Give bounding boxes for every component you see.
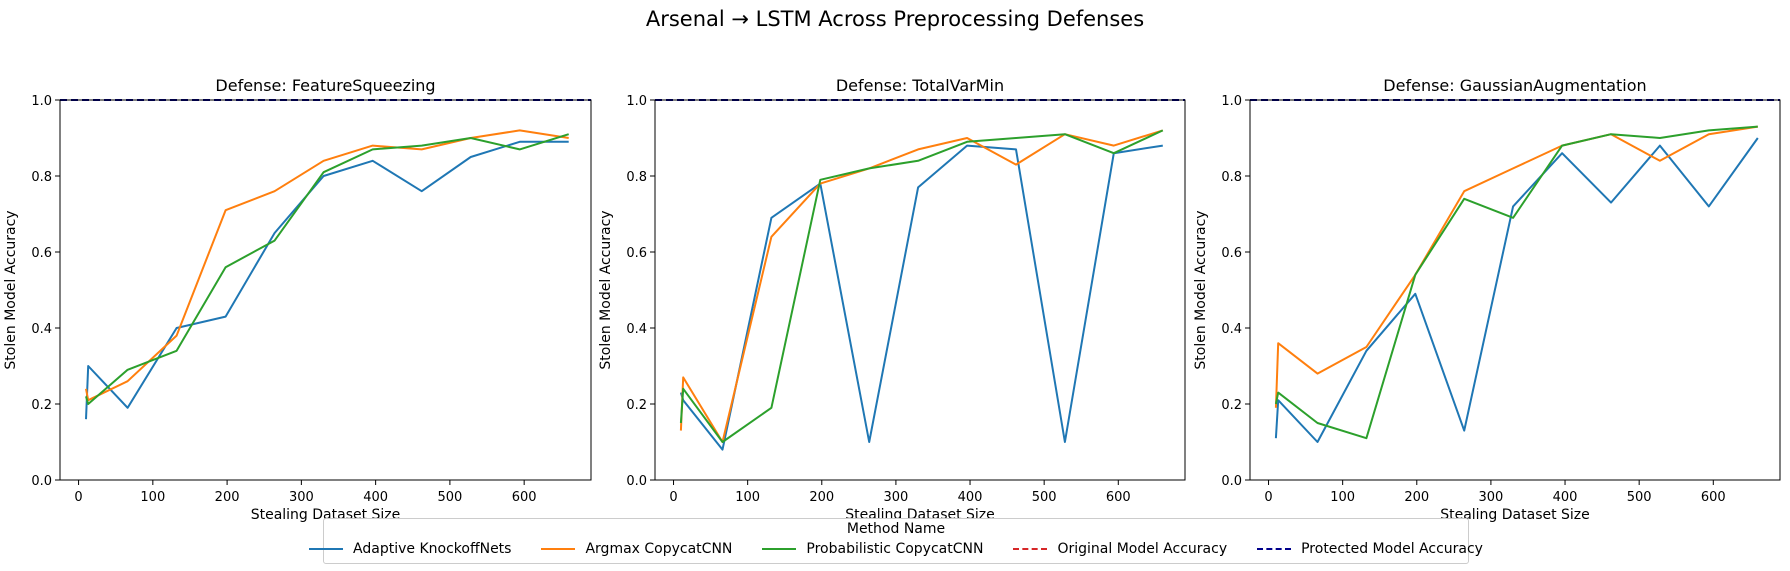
y-tick-label: 0.8 xyxy=(31,170,52,185)
y-tick-label: 0.4 xyxy=(1221,322,1242,337)
x-tick-label: 300 xyxy=(1478,490,1503,505)
x-tick-label: 600 xyxy=(1701,490,1726,505)
x-tick-label: 0 xyxy=(669,490,677,505)
legend-entry: Original Model Accuracy xyxy=(1013,541,1227,557)
series-line-argmax-copycatcnn xyxy=(85,129,569,402)
series-line-adaptive-knockoffnets xyxy=(85,140,569,420)
x-tick-label: 600 xyxy=(1106,490,1131,505)
x-tick-label: 400 xyxy=(363,490,388,505)
x-tick-label: 0 xyxy=(1264,490,1272,505)
legend: Method Name Adaptive KnockoffNets Argmax… xyxy=(309,518,1483,564)
y-tick-label: 1.0 xyxy=(31,94,52,109)
y-tick-label: 0.8 xyxy=(626,170,647,185)
legend-title: Method Name xyxy=(846,521,946,537)
legend-swatch xyxy=(762,548,797,550)
subplot-3: Defense: GaussianAugmentation 0.0 0.2 0.4 0.… xyxy=(1193,76,1781,523)
y-tick-label: 0.4 xyxy=(31,322,52,337)
series-line-adaptive-knockoffnets xyxy=(1274,137,1759,443)
y-tick-label: 0.6 xyxy=(1221,246,1242,261)
legend-entry: Protected Model Accuracy xyxy=(1257,541,1483,557)
series-line-probabilistic-copycatcnn xyxy=(1274,125,1758,440)
y-tick-label: 0.6 xyxy=(626,246,647,261)
subplot-title: Defense: TotalVarMin xyxy=(836,76,1004,95)
y-axis-label: Stolen Model Accuracy xyxy=(1193,210,1209,369)
x-tick-label: 300 xyxy=(289,490,314,505)
figure-title: Arsenal → LSTM Across Preprocessing Defe… xyxy=(646,7,1144,31)
x-tick-label: 100 xyxy=(1330,490,1355,505)
y-tick-label: 1.0 xyxy=(626,94,647,109)
legend-label: Protected Model Accuracy xyxy=(1301,541,1483,557)
x-tick-label: 400 xyxy=(1553,490,1578,505)
x-axis-label: Stealing Dataset Size xyxy=(1440,507,1590,523)
y-tick-label: 0.4 xyxy=(626,322,647,337)
y-axis-label: Stolen Model Accuracy xyxy=(598,210,614,369)
x-tick-label: 500 xyxy=(1032,490,1057,505)
legend-entry: Probabilistic CopycatCNN xyxy=(762,541,983,557)
plot-frame xyxy=(59,99,592,481)
legend-entry: Adaptive KnockoffNets xyxy=(309,541,511,557)
series-line-adaptive-knockoffnets xyxy=(679,144,1163,451)
legend-label: Argmax CopycatCNN xyxy=(585,541,733,557)
x-tick-label: 100 xyxy=(140,490,165,505)
x-tick-label: 400 xyxy=(958,490,983,505)
legend-label: Original Model Accuracy xyxy=(1057,541,1228,557)
x-tick-label: 200 xyxy=(215,490,240,505)
subplot-1: Defense: FeatureSqueezing 0.0 0.2 0.4 0.6 0.8… xyxy=(3,76,592,523)
legend-swatch xyxy=(1013,548,1048,550)
legend-swatch xyxy=(1257,548,1292,550)
series-line-argmax-copycatcnn xyxy=(679,129,1164,443)
y-tick-label: 0.0 xyxy=(31,474,52,489)
legend-swatch xyxy=(541,548,576,550)
subplots: Defense: FeatureSqueezing 0.0 0.2 0.4 0.6 0.8… xyxy=(3,76,1781,523)
series-line-probabilistic-copycatcnn xyxy=(679,129,1164,443)
plot-frame xyxy=(1249,99,1781,481)
x-tick-label: 200 xyxy=(1404,490,1429,505)
legend-entries: Adaptive KnockoffNets Argmax CopycatCNN … xyxy=(309,541,1483,557)
plot-frame xyxy=(654,99,1186,481)
legend-entry: Argmax CopycatCNN xyxy=(541,541,732,557)
y-axis-label: Stolen Model Accuracy xyxy=(3,210,19,369)
y-tick-label: 0.0 xyxy=(626,474,647,489)
x-tick-label: 200 xyxy=(809,490,834,505)
x-tick-label: 600 xyxy=(512,490,537,505)
y-tick-label: 0.8 xyxy=(1221,170,1242,185)
legend-label: Probabilistic CopycatCNN xyxy=(806,541,984,557)
y-tick-label: 0.0 xyxy=(1221,474,1242,489)
x-tick-label: 300 xyxy=(883,490,908,505)
y-tick-label: 1.0 xyxy=(1221,94,1242,109)
series-line-argmax-copycatcnn xyxy=(1274,125,1758,408)
x-tick-label: 500 xyxy=(1627,490,1652,505)
series-line-probabilistic-copycatcnn xyxy=(85,133,569,405)
legend-label: Adaptive KnockoffNets xyxy=(353,541,512,557)
subplot-2: Defense: TotalVarMin 0.0 0.2 0.4 0.6 0.8 1.0 0 1… xyxy=(598,76,1186,523)
subplot-title: Defense: FeatureSqueezing xyxy=(215,76,435,95)
y-tick-label: 0.2 xyxy=(1221,398,1242,413)
x-tick-label: 100 xyxy=(735,490,760,505)
y-tick-label: 0.2 xyxy=(626,398,647,413)
y-tick-label: 0.6 xyxy=(31,246,52,261)
subplot-title: Defense: GaussianAugmentation xyxy=(1383,76,1646,95)
legend-swatch xyxy=(309,548,344,550)
x-tick-label: 500 xyxy=(437,490,462,505)
y-tick-label: 0.2 xyxy=(31,398,52,413)
x-tick-label: 0 xyxy=(74,490,82,505)
